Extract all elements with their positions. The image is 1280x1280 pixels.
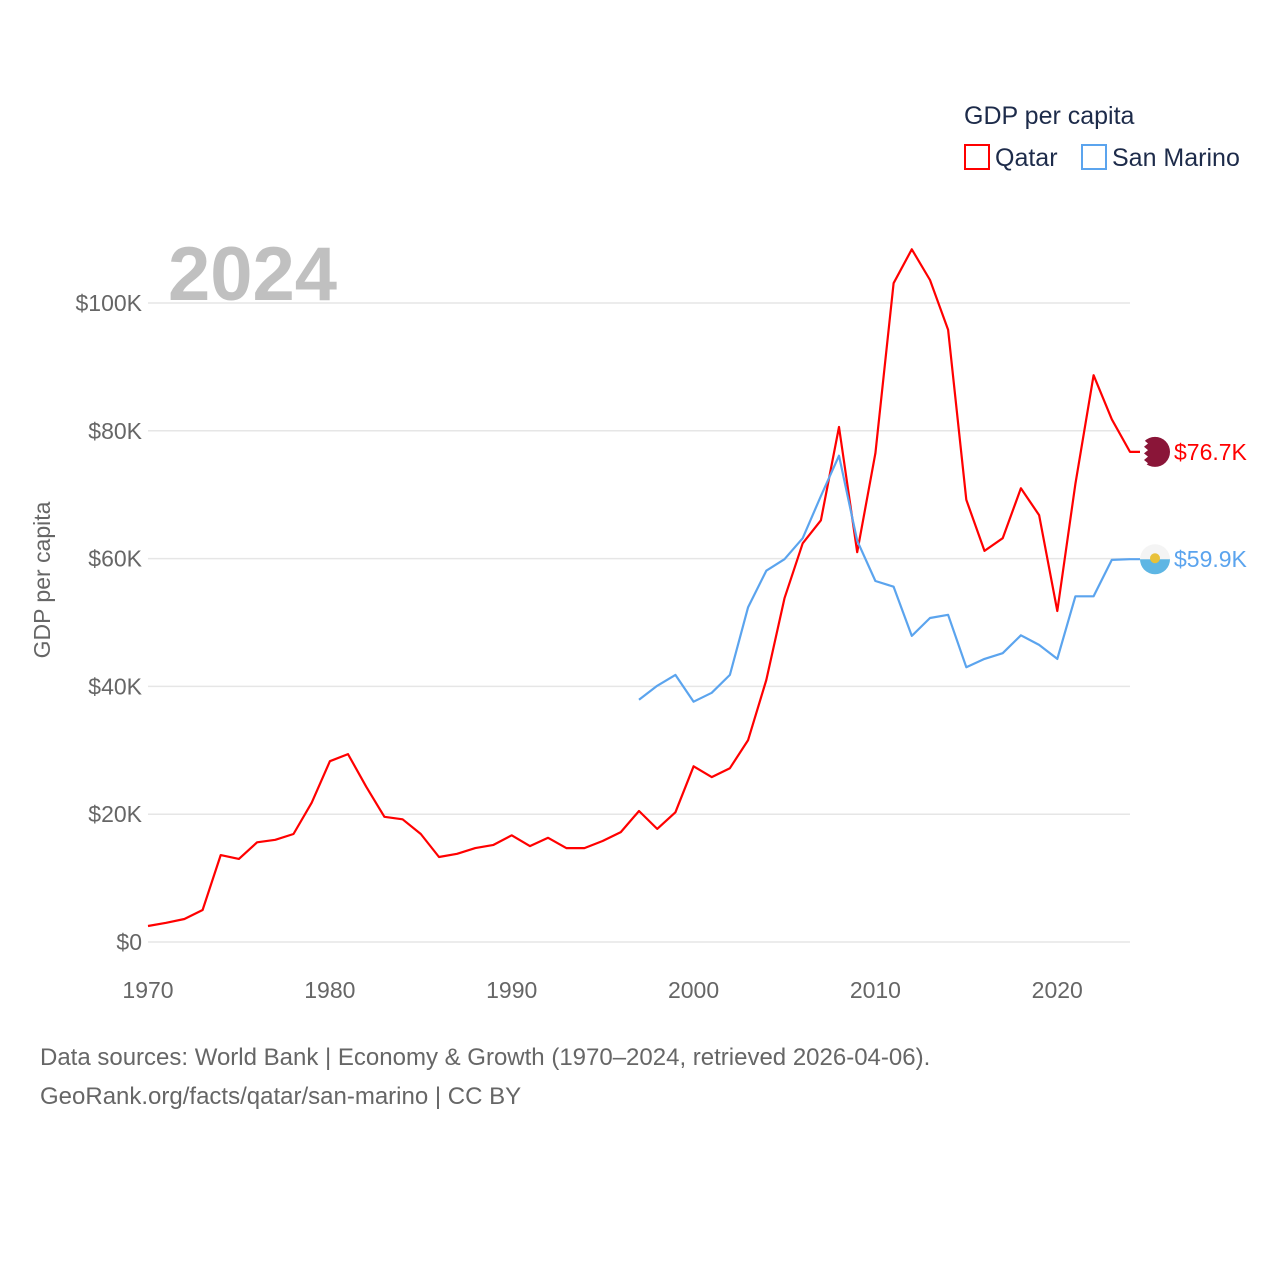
san-marino-flag-icon xyxy=(1140,544,1170,575)
legend-item-label[interactable]: San Marino xyxy=(1112,144,1240,172)
end-value-label: $59.9K xyxy=(1174,546,1248,572)
legend-swatch xyxy=(1081,144,1107,170)
y-tick-label: $20K xyxy=(88,801,142,827)
x-tick-label: 1990 xyxy=(486,977,537,1003)
y-tick-label: $100K xyxy=(75,290,142,316)
x-tick-label: 1970 xyxy=(122,977,173,1003)
legend: GDP per capita Qatar San Marino xyxy=(964,102,1240,172)
x-tick-label: 2010 xyxy=(850,977,901,1003)
year-watermark: 2024 xyxy=(168,232,337,317)
x-tick-label: 2000 xyxy=(668,977,719,1003)
y-tick-label: $40K xyxy=(88,673,142,699)
x-tick-label: 1980 xyxy=(304,977,355,1003)
end-value-label: $76.7K xyxy=(1174,439,1248,465)
legend-item-label[interactable]: Qatar xyxy=(995,144,1058,172)
footer-sources: Data sources: World Bank | Economy & Gro… xyxy=(40,1044,931,1071)
legend-title: GDP per capita xyxy=(964,102,1135,130)
y-tick-label: $80K xyxy=(88,418,142,444)
series-line-qatar xyxy=(147,248,1140,928)
series-line-san-marino xyxy=(638,454,1140,703)
legend-swatch xyxy=(964,144,990,170)
qatar-flag-icon xyxy=(1140,436,1170,467)
x-tick-label: 2020 xyxy=(1032,977,1083,1003)
y-tick-label: $60K xyxy=(88,546,142,572)
footer-attribution[interactable]: GeoRank.org/facts/qatar/san-marino | CC … xyxy=(40,1083,522,1110)
y-tick-label: $0 xyxy=(116,929,142,955)
y-axis-label: GDP per capita xyxy=(29,501,55,658)
